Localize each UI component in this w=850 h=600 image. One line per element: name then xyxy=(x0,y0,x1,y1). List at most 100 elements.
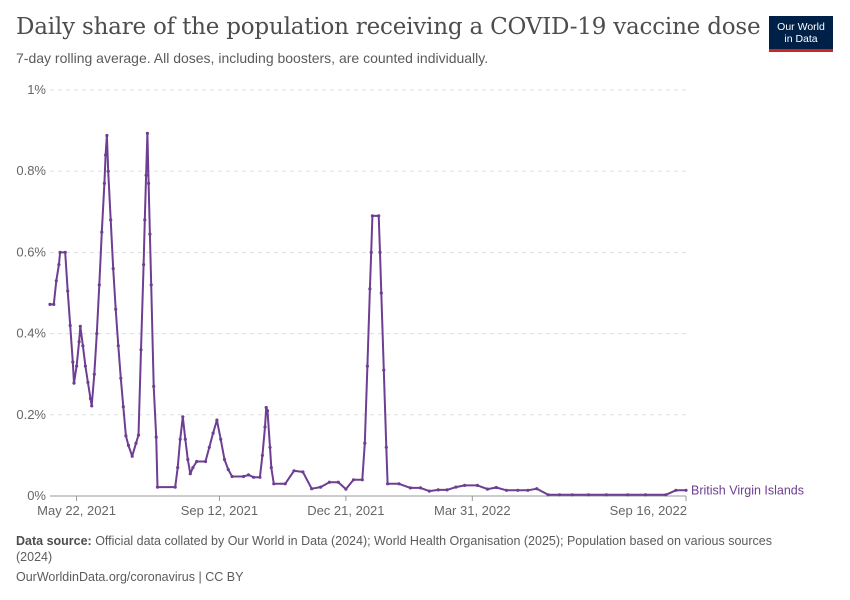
data-point xyxy=(106,169,110,173)
x-tick-label: Sep 16, 2022 xyxy=(610,503,687,518)
chart-title: Daily share of the population receiving … xyxy=(16,14,761,40)
data-point xyxy=(203,459,208,464)
data-point xyxy=(149,283,153,287)
data-point xyxy=(494,485,498,490)
data-point xyxy=(155,485,160,489)
data-point xyxy=(418,486,423,490)
data-point xyxy=(587,493,591,497)
data-point xyxy=(66,289,70,293)
data-point xyxy=(344,487,348,491)
data-point xyxy=(75,364,79,368)
data-point xyxy=(183,437,187,441)
data-point xyxy=(384,445,388,449)
data-point xyxy=(95,332,99,336)
data-point xyxy=(504,488,509,492)
data-point xyxy=(124,434,128,438)
data-point xyxy=(191,466,195,470)
data-point xyxy=(535,487,539,491)
data-point xyxy=(148,232,152,236)
data-point xyxy=(109,218,113,222)
y-tick-label: 0.4% xyxy=(16,326,46,341)
data-point xyxy=(90,404,94,408)
data-point xyxy=(283,482,287,486)
data-point xyxy=(230,474,234,479)
data-point xyxy=(643,493,648,497)
data-point xyxy=(52,302,56,306)
chart-subtitle: 7-day rolling average. All doses, includ… xyxy=(16,50,489,66)
data-point xyxy=(152,384,156,388)
data-point xyxy=(77,340,81,344)
y-tick-label: 0% xyxy=(27,488,46,503)
data-point xyxy=(526,488,530,492)
data-point xyxy=(265,409,270,413)
data-point xyxy=(463,483,467,487)
data-point xyxy=(145,131,149,135)
data-point xyxy=(100,230,104,234)
data-point xyxy=(292,469,296,473)
url-license[interactable]: OurWorldinData.org/coronavirus | CC BY xyxy=(16,570,244,584)
data-point xyxy=(684,488,688,492)
data-point xyxy=(310,487,314,491)
data-point xyxy=(408,486,412,490)
data-point xyxy=(121,405,125,409)
data-point xyxy=(363,441,367,445)
data-point xyxy=(126,443,130,447)
data-point xyxy=(263,425,267,429)
series-line xyxy=(50,132,686,496)
data-point xyxy=(445,488,449,492)
x-tick-label: Mar 31, 2022 xyxy=(434,503,511,518)
data-point xyxy=(119,376,123,380)
data-point xyxy=(102,181,106,185)
logo-line-2: in Data xyxy=(784,33,818,45)
data-point xyxy=(134,441,138,445)
data-point xyxy=(386,482,390,486)
data-point xyxy=(269,466,273,470)
x-tick-label: May 22, 2021 xyxy=(37,503,116,518)
data-point xyxy=(92,372,96,376)
data-point xyxy=(105,133,109,138)
data-point xyxy=(252,475,256,479)
data-point xyxy=(207,445,211,449)
data-point xyxy=(97,283,101,287)
data-point xyxy=(319,485,323,489)
data-point xyxy=(195,459,199,464)
data-point xyxy=(144,173,148,177)
data-point xyxy=(57,263,61,267)
data-point xyxy=(260,453,264,457)
data-point xyxy=(58,250,62,254)
data-point xyxy=(116,344,120,348)
data-point xyxy=(222,457,227,462)
data-point xyxy=(365,364,369,368)
data-point xyxy=(68,323,72,328)
data-point xyxy=(436,488,440,492)
data-point xyxy=(674,488,678,492)
owid-logo[interactable]: Our World in Data xyxy=(769,16,833,52)
data-point xyxy=(397,482,401,486)
data-point xyxy=(211,431,215,435)
data-point xyxy=(258,475,262,479)
data-point xyxy=(83,364,87,368)
data-source: Data source: Official data collated by O… xyxy=(16,533,796,565)
data-point xyxy=(188,472,192,476)
data-point xyxy=(104,153,108,157)
logo-line-1: Our World xyxy=(777,21,825,33)
data-point xyxy=(176,466,180,470)
data-point xyxy=(351,478,356,482)
data-point xyxy=(215,418,219,422)
data-point xyxy=(264,405,268,410)
data-point xyxy=(558,493,562,497)
data-point xyxy=(114,307,118,311)
x-tick-label: Sep 12, 2021 xyxy=(181,503,258,518)
data-point xyxy=(178,437,182,441)
data-point xyxy=(136,433,141,437)
data-point xyxy=(301,470,305,474)
data-point xyxy=(111,267,115,271)
x-tick-label: Dec 21, 2021 xyxy=(307,503,384,518)
data-point xyxy=(626,493,630,497)
y-tick-label: 0.6% xyxy=(16,244,46,259)
data-point xyxy=(81,344,85,348)
data-point xyxy=(143,218,147,222)
data-point xyxy=(142,263,146,267)
data-point xyxy=(370,214,374,218)
